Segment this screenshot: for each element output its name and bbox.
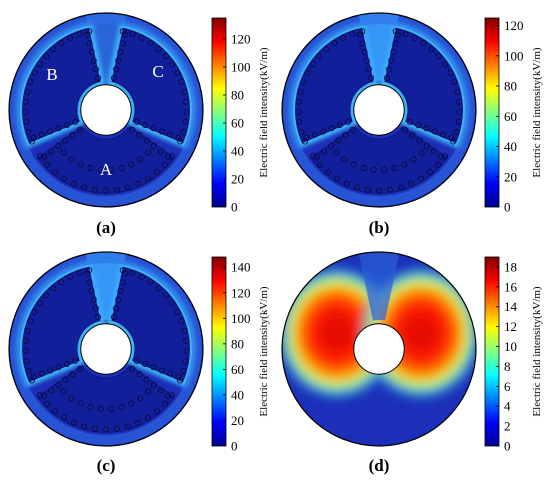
- colorbar-label: Electric field intensity(kV/m): [258, 286, 270, 416]
- segment-label-c: C: [152, 62, 163, 81]
- colorbar-tick: 80: [231, 336, 244, 351]
- colorbar-tick: 8: [504, 359, 511, 374]
- inner-bore: [353, 84, 405, 136]
- sector-c: [111, 27, 190, 144]
- colorbar-tick: 100: [231, 311, 251, 326]
- strands-c: [110, 267, 190, 384]
- segment-label-b: B: [46, 65, 57, 84]
- colorbar-tick: 60: [504, 109, 517, 124]
- panel-caption: (b): [369, 218, 390, 237]
- strands-c: [383, 28, 463, 145]
- panel-caption: (d): [369, 456, 390, 475]
- strands-a: [37, 126, 175, 194]
- panel-a: A B C 0 20 40 60 80 100 120 Electric field intensi…: [8, 12, 270, 237]
- colorbar-tick: 40: [504, 139, 517, 154]
- colorbar-tick: 6: [504, 379, 511, 394]
- inner-bore: [353, 323, 405, 375]
- colorbar-tick: 18: [504, 259, 517, 274]
- colorbar-tick: 4: [504, 399, 511, 414]
- colorbar-tick: 60: [231, 362, 244, 377]
- colorbar-tick: 10: [504, 339, 517, 354]
- colorbar-tick: 20: [504, 169, 517, 184]
- inner-bore: [80, 84, 132, 136]
- sector-a: [36, 364, 176, 433]
- colorbar-tick: 16: [504, 279, 518, 294]
- colorbar-tick: 80: [504, 79, 517, 94]
- colorbar-tick: 120: [504, 18, 524, 33]
- colorbar-tick: 120: [231, 32, 251, 47]
- panel-b: 0 20 40 60 80 100 120 Electric field intensity(…: [281, 12, 543, 237]
- segment-label-a: A: [100, 160, 113, 179]
- colorbar-tick: 0: [504, 200, 511, 215]
- colorbar-tick: 20: [231, 172, 244, 187]
- colorbar-label: Electric field intensity(kV/m): [258, 47, 270, 177]
- strands-b: [295, 28, 375, 145]
- colorbar-tick: 80: [231, 88, 244, 103]
- strands-b: [22, 28, 102, 145]
- sector-c: [384, 27, 463, 144]
- colorbar-tick: 0: [504, 439, 511, 454]
- sector-c: [111, 266, 190, 383]
- colorbar-tick: 2: [504, 419, 511, 434]
- colorbar: 0 2 4 6 8 10 12 14 16 18 Electric field intensity(…: [484, 256, 543, 454]
- colorbar: 0 20 40 60 80 100 120 Electric field intensity(…: [211, 17, 270, 215]
- colorbar-label: Electric field intensity(kV/m): [531, 47, 543, 177]
- strands-a: [310, 126, 448, 194]
- colorbar-tick: 0: [231, 200, 238, 215]
- inner-bore: [80, 323, 132, 375]
- colorbar-tick: 0: [231, 439, 238, 454]
- strands-c: [110, 28, 190, 145]
- panel-caption: (c): [97, 456, 116, 475]
- colorbar-tick: 140: [231, 260, 251, 275]
- colorbar-tick: 14: [504, 299, 518, 314]
- strands-a: [37, 365, 175, 433]
- colorbar-label: Electric field intensity(kV/m): [531, 286, 543, 416]
- sector-b: [22, 27, 101, 144]
- colorbar-tick: 40: [231, 144, 244, 159]
- colorbar: 0 20 40 60 80 100 120 Electric field intensity(…: [484, 17, 543, 215]
- colorbar-tick: 40: [231, 387, 244, 402]
- colorbar-tick: 12: [504, 319, 517, 334]
- colorbar-tick: 120: [231, 285, 251, 300]
- panel-d: 0 2 4 6 8 10 12 14 16 18 Electric field intensity(…: [281, 251, 543, 475]
- panel-c: 0 20 40 60 80 100 120 140 Electric field intensi…: [8, 251, 270, 475]
- panel-caption: (a): [96, 218, 116, 237]
- colorbar-tick: 20: [231, 413, 244, 428]
- sector-a: [309, 125, 449, 194]
- colorbar-tick: 100: [504, 48, 524, 63]
- colorbar: 0 20 40 60 80 100 120 140 Electric field intensi…: [211, 256, 270, 454]
- colorbar-tick: 100: [231, 60, 251, 75]
- sector-a: [36, 125, 176, 194]
- sector-b: [295, 27, 374, 144]
- colorbar-tick: 60: [231, 116, 244, 131]
- strands-b: [22, 267, 102, 384]
- sector-b: [22, 266, 101, 383]
